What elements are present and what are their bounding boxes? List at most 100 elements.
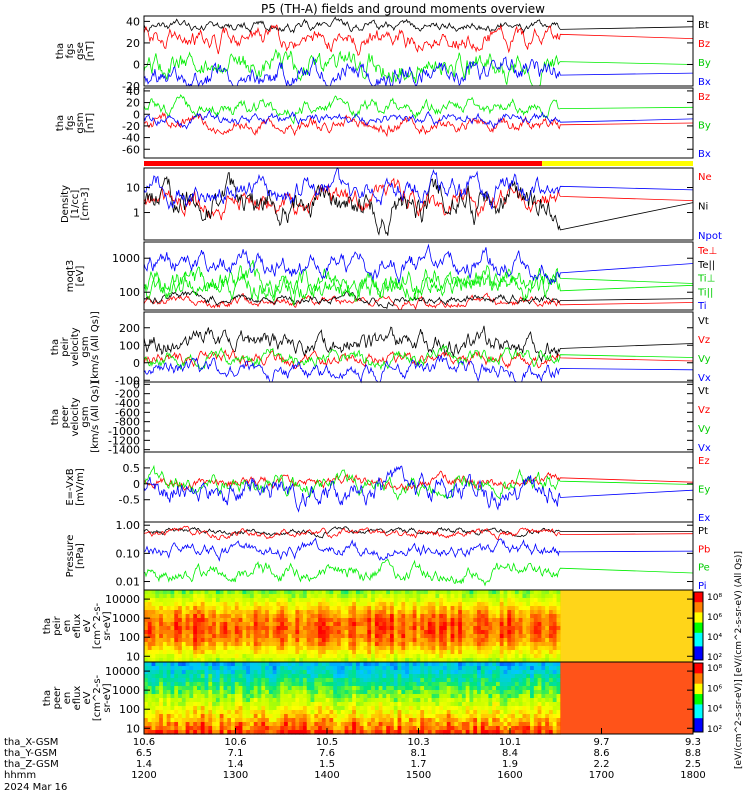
heatmap-cell: [469, 726, 474, 731]
heatmap-cell: [454, 654, 459, 659]
heatmap-cell: [397, 674, 402, 679]
heatmap-cell: [397, 702, 402, 707]
heatmap-cell: [450, 598, 455, 603]
heatmap-cell: [287, 594, 293, 599]
heatmap-cell: [530, 642, 535, 647]
heatmap-cell: [431, 718, 437, 723]
heatmap-cell: [185, 710, 191, 715]
heatmap-cell: [390, 714, 395, 719]
heatmap-cell: [390, 630, 395, 635]
heatmap-cell: [181, 726, 187, 731]
heatmap-cell: [196, 610, 202, 615]
y-tick-label: 0: [133, 58, 140, 71]
heatmap-cell: [367, 710, 372, 715]
y-tick-label: 0: [133, 478, 140, 491]
y-axis-label: eflux: [72, 614, 83, 639]
heatmap-cell: [306, 686, 312, 691]
heatmap-cell: [371, 590, 376, 595]
heatmap-cell: [189, 602, 194, 607]
heatmap-cell: [446, 662, 452, 667]
heatmap-cell: [390, 646, 395, 651]
heatmap-cell: [458, 646, 463, 651]
heatmap-cell: [272, 606, 278, 611]
heatmap-cell: [450, 606, 455, 611]
heatmap-cell: [518, 694, 524, 699]
heatmap-cell: [439, 594, 444, 599]
heatmap-cell: [386, 714, 391, 719]
heatmap-cell: [200, 622, 206, 627]
heatmap-cell: [208, 710, 213, 715]
heatmap-cell: [446, 682, 452, 687]
heatmap-cell: [541, 654, 546, 659]
heatmap-cell: [495, 686, 501, 691]
heatmap-cell: [242, 690, 247, 695]
heatmap-cell: [231, 694, 236, 699]
heatmap-cell: [302, 654, 308, 659]
heatmap-cell: [276, 638, 281, 643]
heatmap-cell: [473, 710, 478, 715]
heatmap-cell: [174, 614, 179, 619]
heatmap-cell: [215, 726, 221, 731]
heatmap-cell: [424, 622, 429, 627]
heatmap-cell: [306, 626, 312, 631]
heatmap-cell: [461, 686, 467, 691]
heatmap-cell: [408, 674, 414, 679]
heatmap-cell: [382, 630, 387, 635]
heatmap-cell: [185, 614, 191, 619]
heatmap-cell: [159, 730, 164, 735]
heatmap-cell: [390, 642, 395, 647]
colorbar-cell: [694, 610, 703, 613]
heatmap-cell: [253, 626, 259, 631]
heatmap-cell: [249, 618, 255, 623]
heatmap-cell: [424, 626, 429, 631]
heatmap-cell: [533, 730, 539, 735]
heatmap-cell: [484, 726, 490, 731]
heatmap-cell: [284, 690, 289, 695]
heatmap-cell: [458, 666, 463, 671]
heatmap-cell: [276, 618, 281, 623]
heatmap-cell: [321, 654, 327, 659]
heatmap-cell: [166, 594, 172, 599]
heatmap-cell: [234, 682, 240, 687]
heatmap-cell: [507, 686, 512, 691]
heatmap-cell: [215, 618, 221, 623]
heatmap-cell: [374, 694, 380, 699]
heatmap-cell: [257, 642, 262, 647]
heatmap-cell: [318, 678, 323, 683]
heatmap-cell: [246, 670, 251, 675]
heatmap-cell: [348, 706, 353, 711]
heatmap-cell: [412, 698, 418, 703]
heatmap-cell: [306, 690, 312, 695]
heatmap-cell: [302, 730, 308, 735]
heatmap-cell: [359, 694, 365, 699]
heatmap-cell: [246, 622, 251, 627]
heatmap-cell: [276, 610, 281, 615]
heatmap-cell: [333, 662, 338, 667]
heatmap-cell: [552, 722, 558, 727]
heatmap-cell: [401, 698, 406, 703]
heatmap-cell: [363, 714, 368, 719]
heatmap-cell: [548, 674, 554, 679]
heatmap-cell: [337, 674, 342, 679]
heatmap-cell: [318, 674, 323, 679]
heatmap-cell: [185, 642, 191, 647]
heatmap-cell: [265, 658, 270, 663]
heatmap-cell: [507, 694, 512, 699]
heatmap-cell: [386, 614, 391, 619]
heatmap-cell: [359, 642, 365, 647]
heatmap-cell: [480, 714, 486, 719]
heatmap-cell: [193, 594, 198, 599]
heatmap-cell: [276, 654, 281, 659]
heatmap-cell: [526, 614, 531, 619]
heatmap-cell: [393, 626, 399, 631]
heatmap-cell: [344, 610, 349, 615]
heatmap-cell: [147, 634, 153, 639]
heatmap-cell: [166, 590, 172, 595]
heatmap-cell: [374, 718, 380, 723]
heatmap-cell: [291, 686, 296, 691]
heatmap-cell: [329, 662, 334, 667]
heatmap-cell: [454, 678, 459, 683]
heatmap-cell: [249, 594, 255, 599]
heatmap-cell: [166, 638, 172, 643]
heatmap-cell: [155, 694, 160, 699]
